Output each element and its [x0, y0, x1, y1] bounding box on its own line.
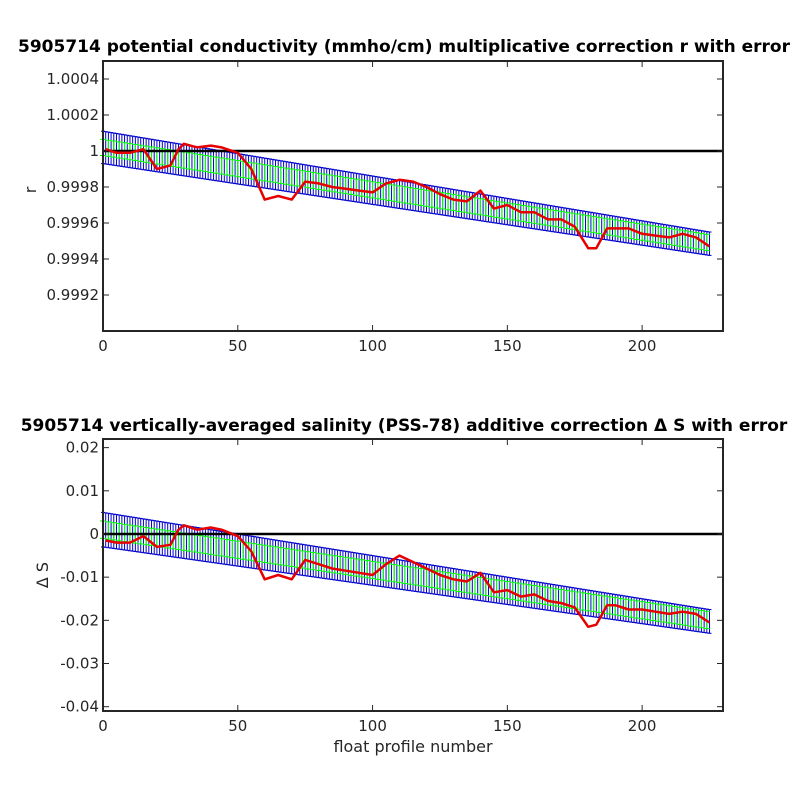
panel-1-xtick-label: 200 [628, 337, 657, 355]
panel-1-content: 0 50 100 150 200 0.9992 0.9994 0.9996 0.9998 1 1.0… [47, 61, 723, 355]
panel-2-estimate-line [105, 524, 711, 629]
panel-2-xtick-label: 0 [98, 717, 108, 735]
panel-1-estimate-line [105, 142, 711, 250]
panel-2-ytick-label: 0.02 [66, 439, 99, 457]
panel-1-ytick-label: 0.9992 [47, 286, 100, 304]
panel-1-xtick-label: 100 [358, 337, 387, 355]
panel-1-ylabel: r [21, 186, 40, 193]
panel-2-ytick-label: 0.01 [66, 482, 99, 500]
panel-2-xlabel: float profile number [333, 737, 493, 756]
panel-2-ytick-label: -0.02 [60, 611, 99, 629]
panel-1-title: 5905714 potential conductivity (mmho/cm)… [18, 37, 791, 57]
panel-1-ticks: 0 50 100 150 200 0.9992 0.9994 0.9996 0.9998 1 1.0… [47, 61, 723, 355]
panel-1-xtick-label: 0 [98, 337, 108, 355]
panel-2-xtick-label: 50 [228, 717, 247, 735]
panel-1-xtick-label: 50 [228, 337, 247, 355]
panel-1-ytick-label: 0.9998 [47, 178, 100, 196]
panel-2-xtick-label: 100 [358, 717, 387, 735]
panel-2-xtick-label: 150 [493, 717, 522, 735]
panel-2-ytick-label: 0 [89, 525, 99, 543]
panel-2-ylabel: Δ S [33, 562, 52, 588]
panel-1: 5905714 potential conductivity (mmho/cm)… [18, 37, 791, 355]
panel-1-ytick-label: 1.0002 [47, 106, 100, 124]
panel-2-ytick-label: -0.03 [60, 655, 99, 673]
panel-2-xtick-label: 200 [628, 717, 657, 735]
panel-2-ticks: 0 50 100 150 200 -0.04 -0.03 -0.02 -0.01 0 0.01 0.0… [60, 439, 723, 735]
panel-2-ytick-label: -0.01 [60, 568, 99, 586]
panel-2-ytick-label: -0.04 [60, 698, 99, 716]
panel-1-ytick-label: 1 [89, 142, 99, 160]
panel-2-title: 5905714 vertically-averaged salinity (PS… [21, 416, 788, 436]
panel-2-content: 0 50 100 150 200 -0.04 -0.03 -0.02 -0.01 0 0.01 0.0… [60, 439, 723, 735]
panel-1-ytick-label: 1.0004 [47, 70, 100, 88]
panel-1-axes-box [102, 60, 724, 332]
panel-2: 5905714 vertically-averaged salinity (PS… [21, 416, 788, 756]
panel-1-xtick-label: 150 [493, 337, 522, 355]
panel-2-axes-box [102, 438, 724, 712]
panel-1-ytick-label: 0.9996 [47, 214, 100, 232]
panel-1-ytick-label: 0.9994 [47, 250, 100, 268]
